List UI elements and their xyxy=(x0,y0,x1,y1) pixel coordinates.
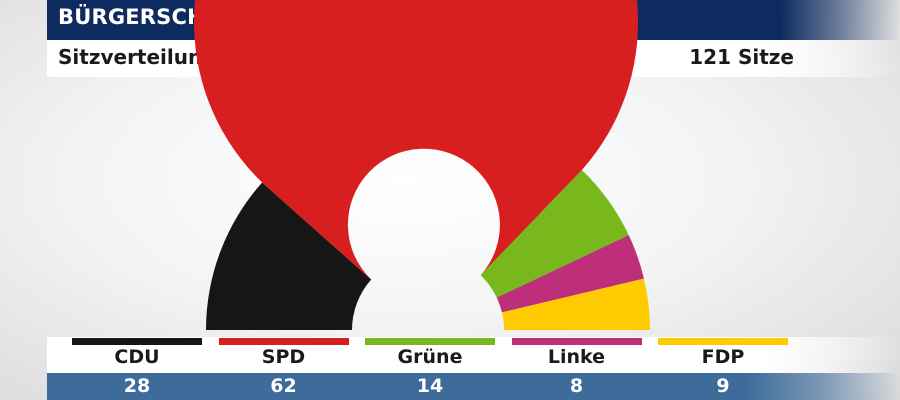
value-label-fdp: 9 xyxy=(716,375,730,397)
legend-swatch-cdu xyxy=(72,338,202,345)
seat-segment-fdp xyxy=(501,278,650,330)
legend-label-grüne: Grüne xyxy=(397,346,463,368)
value-label-cdu: 28 xyxy=(123,375,151,397)
seat-segment-linke xyxy=(496,235,644,313)
value-label-linke: 8 xyxy=(569,375,584,397)
legend-swatch-grüne xyxy=(365,338,495,345)
legend-swatch-spd xyxy=(218,338,349,345)
legend-label-cdu: CDU xyxy=(114,346,160,368)
legend-swatch-fdp xyxy=(658,338,788,345)
legend-swatch-linke xyxy=(511,338,642,345)
legend-label-fdp: FDP xyxy=(701,346,745,368)
chart-subtitle: Sitzverteilung xyxy=(58,45,217,69)
legend-label-spd: SPD xyxy=(261,346,306,368)
value-label-grüne: 14 xyxy=(416,375,444,397)
seat-segment-spd xyxy=(194,0,639,280)
total-seats: 121 Sitze xyxy=(689,45,794,69)
legend-label-linke: Linke xyxy=(547,346,606,368)
value-label-spd: 62 xyxy=(270,375,297,397)
values-bar xyxy=(47,373,900,400)
seat-segment-grüne xyxy=(480,169,629,298)
seat-segment-cdu xyxy=(206,182,372,330)
